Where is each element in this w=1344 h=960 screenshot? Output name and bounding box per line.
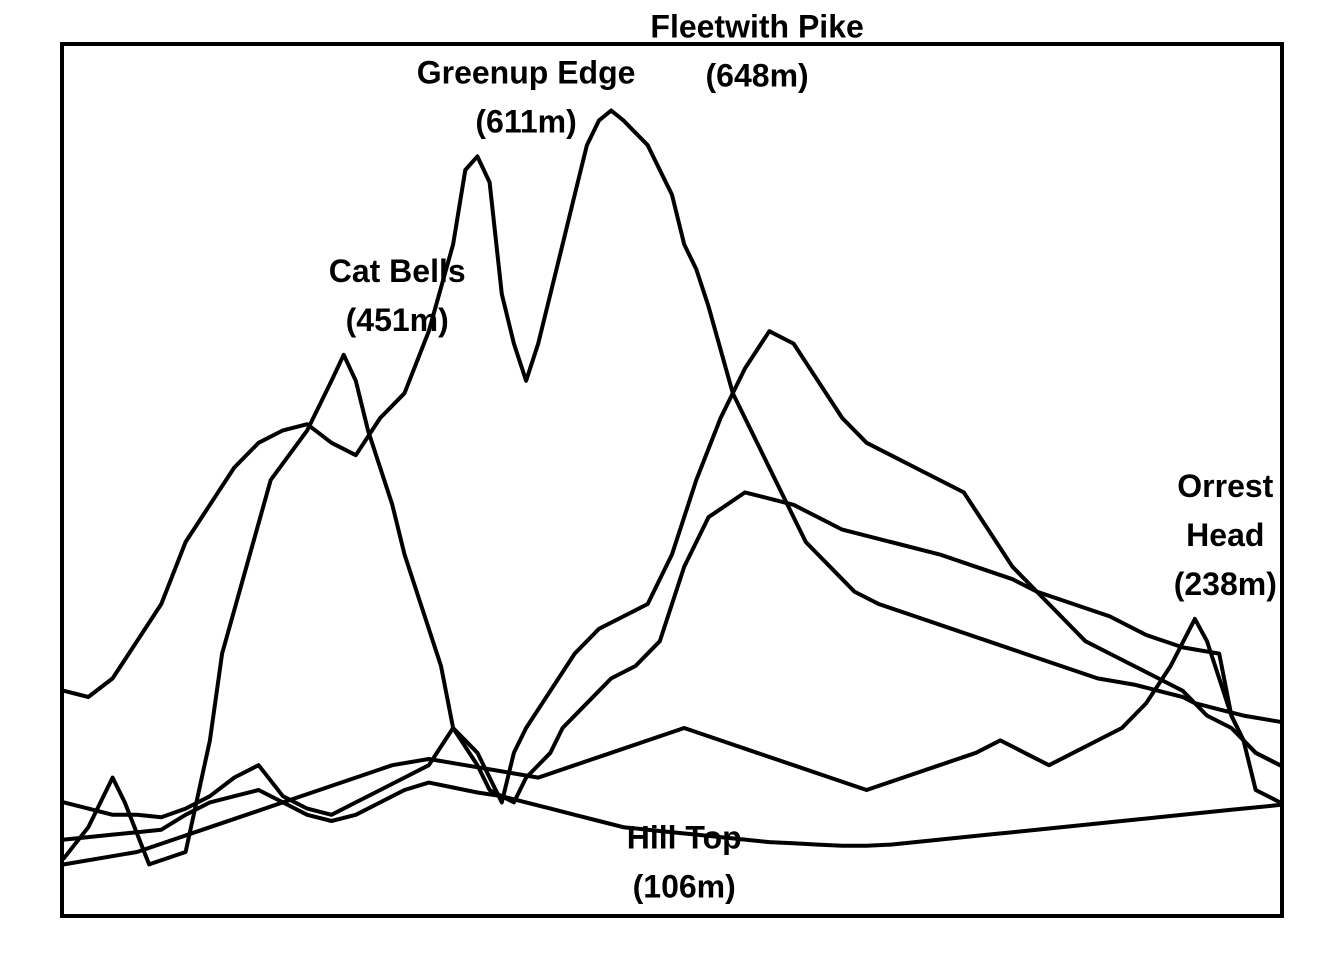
profile-line-5 xyxy=(62,616,1282,867)
profile-lines xyxy=(62,108,1282,867)
peak-label-3: Fleetwith Pike (648m) xyxy=(650,9,863,94)
peak-labels: Cat Bells (451m) Greenup Edge (611m) Fleetwi… xyxy=(329,9,1277,905)
peak-label-line: (106m) xyxy=(633,869,736,905)
peak-label-5: Hill Top (106m) xyxy=(627,820,742,905)
peak-label-line: (648m) xyxy=(706,58,809,94)
peak-label-line: (451m) xyxy=(346,302,449,338)
profile-line-2 xyxy=(62,108,1282,724)
peak-label-4: Orrest Head (238m) xyxy=(1174,468,1277,602)
peak-label-line: Fleetwith Pike xyxy=(650,9,863,45)
peak-label-line: Cat Bells xyxy=(329,253,466,289)
profile-line-1 xyxy=(62,352,1282,867)
profile-line-3 xyxy=(62,329,1282,820)
profile-line-4 xyxy=(62,780,1282,848)
peak-label-2: Greenup Edge (611m) xyxy=(417,54,636,139)
peak-label-line: Orrest xyxy=(1177,468,1273,504)
peak-label-1: Cat Bells (451m) xyxy=(329,253,466,338)
peak-label-line: Greenup Edge xyxy=(417,54,636,90)
peak-label-line: Hill Top xyxy=(627,820,742,856)
peak-label-line: (238m) xyxy=(1174,566,1277,602)
peak-label-line: (611m) xyxy=(475,103,576,139)
peak-label-line: Head xyxy=(1186,517,1264,553)
chart-frame xyxy=(60,42,1284,918)
